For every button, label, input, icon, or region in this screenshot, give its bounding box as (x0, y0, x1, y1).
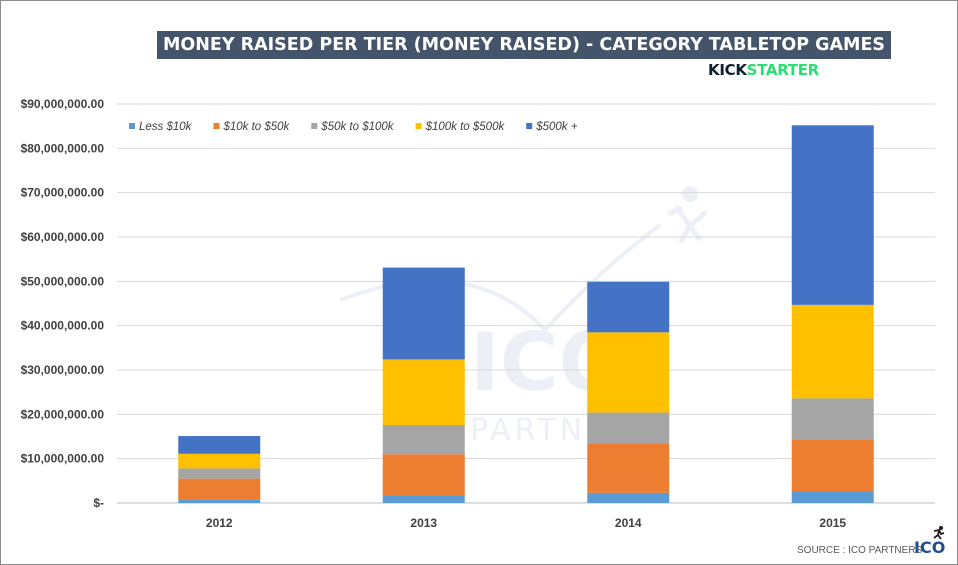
y-tick-label: $70,000,000.00 (21, 186, 105, 200)
legend-swatch (129, 123, 135, 129)
y-tick-label: $30,000,000.00 (21, 363, 105, 377)
source-note: SOURCE : ICO PARTNERS (797, 545, 923, 556)
bar-segment (178, 468, 261, 479)
y-tick-label: $40,000,000.00 (21, 319, 105, 333)
legend-label: $50k to $100k (320, 121, 395, 133)
kickstarter-logo-part2: STARTER (746, 61, 820, 79)
bar-segment (382, 495, 465, 503)
y-axis-ticks: $- $10,000,000.00 $20,000,000.00 $30,000,00… (21, 97, 105, 510)
legend-label: $10k to $50k (222, 121, 290, 133)
bar-segment (178, 478, 261, 500)
bar-segment (791, 304, 874, 399)
running-figure-icon (933, 526, 945, 540)
bar-segment (178, 453, 261, 469)
kickstarter-logo: KICKSTARTER (708, 61, 819, 79)
legend-swatch (311, 123, 318, 129)
bar-segment (791, 439, 874, 492)
y-tick-label: $60,000,000.00 (21, 230, 105, 244)
bar-segment (382, 454, 465, 496)
y-tick-label: $80,000,000.00 (21, 141, 105, 155)
y-tick-label: $- (93, 496, 104, 510)
y-tick-label: $10,000,000.00 (21, 452, 105, 466)
legend: Less $10k $10k to $50k $50k to $100k $100k … (129, 121, 578, 133)
bar-segment (587, 412, 670, 444)
bar-segment (382, 267, 465, 360)
y-tick-label: $50,000,000.00 (21, 274, 105, 288)
ico-logo-text: ICO (914, 538, 946, 557)
bar-segment (587, 332, 670, 413)
legend-swatch (213, 123, 220, 129)
bar-segment (791, 125, 874, 305)
legend-label: $100k to $500k (425, 121, 506, 133)
x-axis-ticks: 2012 2013 2014 2015 (206, 516, 847, 530)
x-tick-label: 2013 (410, 516, 437, 530)
x-tick-label: 2015 (819, 516, 846, 530)
bar-segment (791, 491, 874, 503)
bar-segment (587, 443, 670, 493)
x-tick-label: 2014 (615, 516, 642, 530)
y-tick-label: $90,000,000.00 (21, 97, 105, 111)
kickstarter-logo-part1: KICK (708, 61, 747, 79)
bar-segment (382, 359, 465, 425)
bar-segment (587, 492, 670, 503)
ico-logo: ICO (914, 526, 946, 557)
bar-segment (791, 398, 874, 440)
bar-segment (587, 281, 670, 333)
chart-title: MONEY RAISED PER TIER (MONEY RAISED) - C… (157, 31, 892, 59)
legend-swatch (415, 123, 422, 129)
legend-label: Less $10k (139, 121, 193, 133)
bar-segment (382, 424, 465, 455)
bars (178, 125, 874, 503)
legend-label: $500k + (535, 121, 578, 133)
bar-segment (178, 436, 261, 454)
y-tick-label: $20,000,000.00 (21, 407, 105, 421)
x-tick-label: 2012 (206, 516, 233, 530)
legend-swatch (526, 123, 533, 129)
bar-segment (178, 499, 261, 503)
